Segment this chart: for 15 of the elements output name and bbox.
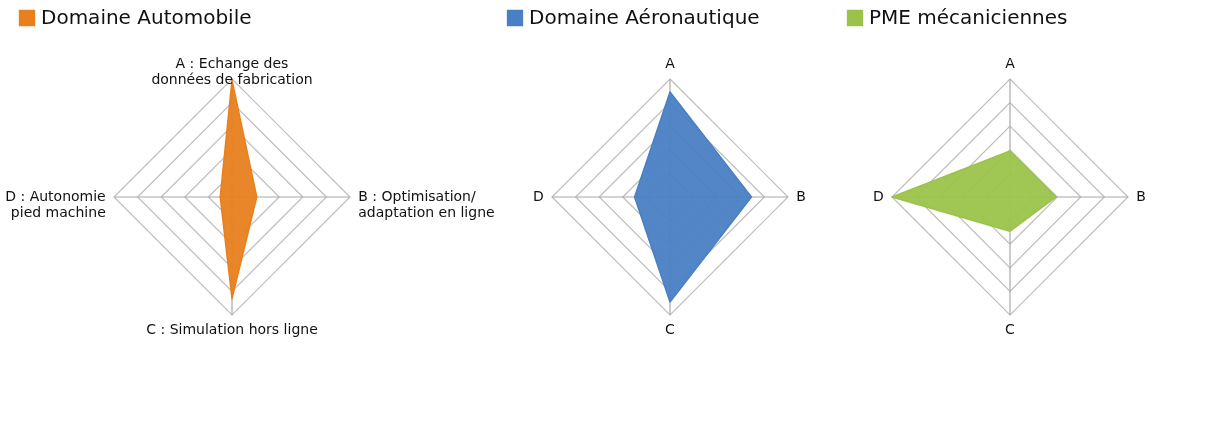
spoke-label: D : Autonomie pied machine bbox=[5, 188, 106, 220]
legend-label: Domaine Automobile bbox=[41, 5, 252, 29]
legend-label: Domaine Aéronautique bbox=[529, 5, 760, 29]
legend-label: PME mécaniciennes bbox=[869, 5, 1068, 29]
spoke-label: A bbox=[1005, 54, 1016, 71]
spoke-label: B bbox=[796, 188, 806, 204]
spoke-label: C : Simulation hors ligne bbox=[146, 321, 318, 338]
spoke-label: D bbox=[532, 188, 544, 204]
spoke-label: D bbox=[872, 188, 884, 204]
spoke-label: C bbox=[665, 321, 676, 338]
spoke-label: B : Optimisation/ adaptation en ligne bbox=[358, 188, 495, 220]
spoke-label: C bbox=[1005, 321, 1016, 338]
spoke-label: A bbox=[665, 54, 676, 71]
spoke-label: B bbox=[1136, 188, 1146, 204]
spoke-label: A : Echange des données de fabrication bbox=[151, 54, 313, 87]
